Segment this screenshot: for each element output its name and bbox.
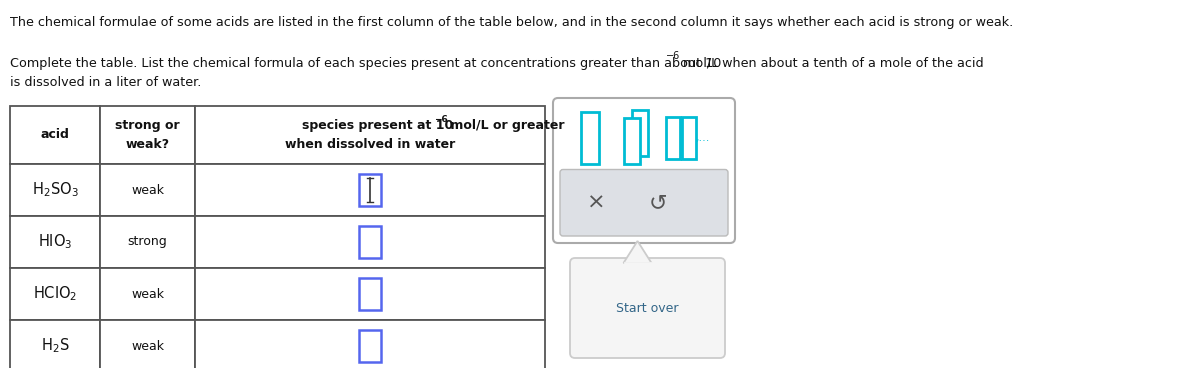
Text: −6: −6	[434, 116, 448, 124]
Bar	[624, 118, 640, 164]
Text: The chemical formulae of some acids are listed in the first column of the table : The chemical formulae of some acids are …	[10, 16, 1013, 29]
Bar	[10, 268, 100, 320]
Bar	[10, 216, 100, 268]
Text: strong or
weak?: strong or weak?	[115, 120, 180, 151]
Bar	[10, 106, 100, 164]
FancyBboxPatch shape	[570, 258, 725, 358]
Bar	[682, 117, 696, 159]
Bar	[632, 110, 648, 156]
FancyBboxPatch shape	[560, 170, 728, 236]
Bar	[100, 106, 194, 164]
Text: $\mathregular{HIO_3}$: $\mathregular{HIO_3}$	[37, 233, 72, 251]
Text: ,...: ,...	[695, 133, 709, 143]
Bar	[194, 268, 545, 320]
Bar	[194, 106, 545, 164]
Text: mol/L when about a tenth of a mole of the acid: mol/L when about a tenth of a mole of th…	[679, 57, 984, 70]
Bar	[359, 278, 382, 310]
Polygon shape	[624, 241, 652, 263]
Bar	[359, 226, 382, 258]
FancyBboxPatch shape	[553, 98, 734, 243]
Text: ×: ×	[587, 193, 605, 213]
Bar	[194, 320, 545, 368]
Bar	[666, 117, 680, 159]
Text: mol/L or greater: mol/L or greater	[446, 118, 564, 131]
Text: weak: weak	[131, 287, 164, 301]
Text: Complete the table. List the chemical formula of each species present at concent: Complete the table. List the chemical fo…	[10, 57, 721, 70]
Text: weak: weak	[131, 340, 164, 353]
Text: ↺: ↺	[649, 193, 667, 213]
Bar	[100, 164, 194, 216]
Text: species present at 10: species present at 10	[302, 118, 454, 131]
Text: Start over: Start over	[617, 301, 679, 315]
Text: $\mathregular{HClO_2}$: $\mathregular{HClO_2}$	[32, 285, 77, 303]
Bar	[194, 164, 545, 216]
Text: is dissolved in a liter of water.: is dissolved in a liter of water.	[10, 76, 202, 89]
Text: −6: −6	[666, 51, 680, 61]
Text: $\mathregular{H_2S}$: $\mathregular{H_2S}$	[41, 337, 70, 355]
Bar	[100, 268, 194, 320]
Bar	[10, 164, 100, 216]
Bar	[359, 174, 382, 206]
Text: strong: strong	[127, 236, 167, 248]
Text: weak: weak	[131, 184, 164, 197]
Bar	[10, 320, 100, 368]
Bar	[194, 216, 545, 268]
Bar	[359, 330, 382, 362]
Text: $\mathregular{H_2SO_3}$: $\mathregular{H_2SO_3}$	[31, 181, 78, 199]
Bar	[100, 320, 194, 368]
Text: when dissolved in water: when dissolved in water	[284, 138, 455, 152]
Bar	[100, 216, 194, 268]
Text: acid: acid	[41, 128, 70, 142]
Bar	[581, 112, 599, 164]
